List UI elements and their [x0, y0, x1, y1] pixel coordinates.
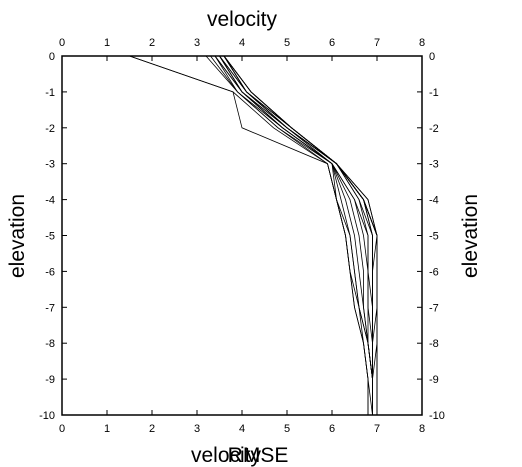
y-tick-label-right: -8: [429, 338, 439, 350]
y-tick-label-left: -3: [45, 159, 55, 171]
x-tick-label-top: 5: [284, 37, 290, 49]
x-tick-label-top: 2: [149, 37, 155, 49]
series-line-10: [219, 55, 373, 415]
y-tick-label-right: -10: [429, 410, 445, 422]
series-line-19: [223, 55, 378, 415]
series-line-2: [129, 55, 369, 415]
y-tick-label-left: -2: [45, 123, 55, 135]
y-tick-label-right: -4: [429, 195, 439, 207]
series-line-5: [214, 55, 373, 415]
y-axis-title-left: elevation: [6, 194, 29, 278]
x-tick-label-top: 7: [374, 37, 380, 49]
series-line-7: [214, 55, 373, 415]
y-tick-label-right: -5: [429, 231, 439, 243]
chart-title-top: velocity: [207, 8, 278, 31]
x-tick-label-bottom: 0: [59, 423, 65, 435]
series-line-17: [223, 55, 378, 415]
x-axis-title-bottom-1: velocity: [191, 444, 262, 467]
series-line-20: [223, 55, 378, 415]
y-tick-label-left: -5: [45, 231, 55, 243]
y-tick-label-left: -1: [45, 87, 55, 99]
y-tick-label-left: -10: [39, 410, 55, 422]
y-tick-label-right: -2: [429, 123, 439, 135]
series-line-18: [223, 55, 378, 415]
x-tick-label-bottom: 3: [194, 423, 200, 435]
y-tick-label-right: -3: [429, 159, 439, 171]
x-tick-label-top: 3: [194, 37, 200, 49]
x-tick-label-bottom: 8: [419, 423, 425, 435]
series-layer: [129, 55, 378, 416]
y-tick-label-left: -8: [45, 338, 55, 350]
series-line-3: [205, 55, 373, 416]
x-tick-label-top: 0: [59, 37, 65, 49]
y-tick-label-right: -6: [429, 266, 439, 278]
series-line-9: [219, 55, 373, 415]
series-line-11: [219, 55, 373, 415]
series-line-12: [219, 55, 373, 415]
x-axis-title-bottom-2: RMSE: [228, 444, 289, 467]
x-tick-label-top: 6: [329, 37, 335, 49]
series-line-8: [219, 55, 373, 415]
x-tick-label-bottom: 1: [104, 423, 110, 435]
series-line-16: [223, 55, 378, 415]
series-line-1: [129, 55, 369, 415]
y-tick-label-right: 0: [429, 51, 435, 63]
y-axis-title-right: elevation: [459, 194, 482, 278]
y-tick-label-left: -4: [45, 195, 55, 207]
y-tick-label-right: -1: [429, 87, 439, 99]
x-tick-label-top: 8: [419, 37, 425, 49]
y-tick-label-left: -6: [45, 266, 55, 278]
x-tick-label-bottom: 2: [149, 423, 155, 435]
series-line-6: [214, 55, 373, 415]
y-tick-label-left: -9: [45, 374, 55, 386]
series-line-15: [223, 55, 378, 415]
x-tick-label-bottom: 7: [374, 423, 380, 435]
y-tick-label-right: -9: [429, 374, 439, 386]
series-line-4: [210, 55, 373, 415]
x-tick-label-bottom: 4: [239, 423, 245, 435]
x-tick-label-top: 4: [239, 37, 245, 49]
x-tick-label-bottom: 6: [329, 423, 335, 435]
y-tick-label-left: 0: [49, 51, 55, 63]
y-tick-label-left: -7: [45, 302, 55, 314]
series-line-14: [223, 55, 378, 415]
y-tick-label-right: -7: [429, 302, 439, 314]
x-tick-label-top: 1: [104, 37, 110, 49]
x-tick-label-bottom: 5: [284, 423, 290, 435]
